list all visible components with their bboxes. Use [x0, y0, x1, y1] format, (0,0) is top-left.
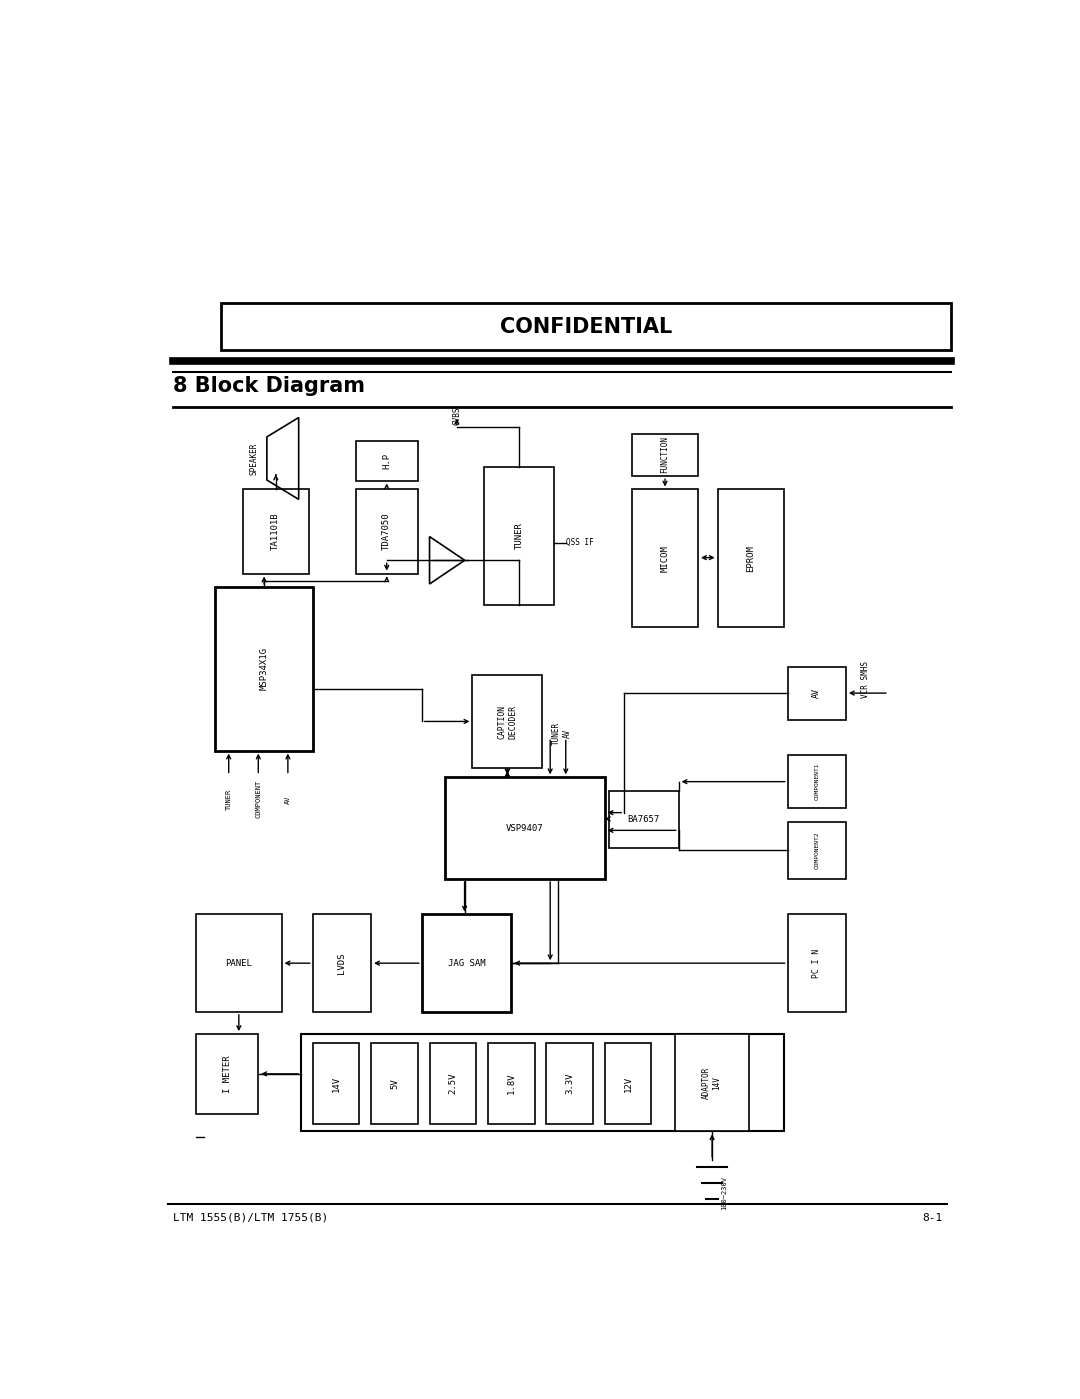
- FancyBboxPatch shape: [355, 441, 418, 481]
- FancyBboxPatch shape: [488, 1042, 535, 1125]
- Text: AV: AV: [285, 795, 291, 803]
- Text: 14V: 14V: [332, 1076, 340, 1091]
- Text: LVDS: LVDS: [337, 953, 347, 974]
- FancyBboxPatch shape: [355, 490, 418, 574]
- FancyBboxPatch shape: [313, 1042, 360, 1125]
- FancyBboxPatch shape: [313, 915, 372, 1011]
- Text: TA1101B: TA1101B: [271, 512, 281, 550]
- Text: MICOM: MICOM: [661, 544, 670, 572]
- Text: 3.3V: 3.3V: [565, 1073, 575, 1094]
- FancyBboxPatch shape: [787, 821, 846, 879]
- FancyBboxPatch shape: [221, 304, 951, 350]
- FancyBboxPatch shape: [243, 490, 309, 574]
- FancyBboxPatch shape: [605, 1042, 651, 1125]
- Text: VSP9407: VSP9407: [507, 824, 543, 832]
- Text: 2.5V: 2.5V: [448, 1073, 458, 1094]
- FancyBboxPatch shape: [717, 490, 784, 627]
- Text: 8-1: 8-1: [922, 1213, 943, 1223]
- Text: ADAPTOR
14V: ADAPTOR 14V: [702, 1066, 721, 1098]
- FancyBboxPatch shape: [216, 586, 313, 751]
- Text: QSS IF: QSS IF: [566, 539, 594, 547]
- Text: JAG SAM: JAG SAM: [448, 958, 485, 968]
- Text: VCR SMHS: VCR SMHS: [861, 662, 870, 698]
- Text: COMPONENT2: COMPONENT2: [814, 831, 820, 869]
- Text: AV: AV: [812, 688, 821, 698]
- Text: COMPONENT1: COMPONENT1: [814, 762, 820, 800]
- Text: TDA7050: TDA7050: [382, 512, 391, 550]
- Text: EPROM: EPROM: [746, 544, 755, 572]
- Text: LTM 1555(B)/LTM 1755(B): LTM 1555(B)/LTM 1755(B): [173, 1213, 328, 1223]
- FancyBboxPatch shape: [484, 467, 554, 604]
- Text: TUNER: TUNER: [226, 789, 232, 810]
- Text: CONFIDENTIAL: CONFIDENTIAL: [500, 318, 672, 337]
- Text: MSP34X1G: MSP34X1G: [259, 648, 269, 690]
- Text: FUNCTION: FUNCTION: [661, 436, 670, 473]
- FancyBboxPatch shape: [787, 666, 846, 719]
- FancyBboxPatch shape: [787, 915, 846, 1011]
- Text: H.P: H.P: [382, 453, 391, 469]
- FancyBboxPatch shape: [372, 1042, 418, 1125]
- FancyBboxPatch shape: [195, 915, 282, 1011]
- FancyBboxPatch shape: [632, 434, 698, 476]
- Text: COMPONENT: COMPONENT: [255, 781, 261, 818]
- Text: PC I N: PC I N: [812, 949, 821, 978]
- FancyBboxPatch shape: [195, 1034, 258, 1114]
- FancyBboxPatch shape: [546, 1042, 593, 1125]
- Text: 5V: 5V: [390, 1079, 399, 1088]
- Text: TUNER
AV: TUNER AV: [552, 722, 571, 744]
- FancyBboxPatch shape: [422, 915, 511, 1011]
- Text: CAPTION
DECODER: CAPTION DECODER: [498, 705, 517, 739]
- FancyBboxPatch shape: [445, 778, 605, 879]
- Text: 12V: 12V: [623, 1076, 633, 1091]
- Text: CVBS: CVBS: [453, 407, 461, 425]
- Text: 100~230V: 100~230V: [721, 1175, 728, 1210]
- Text: I METER: I METER: [222, 1055, 231, 1093]
- Text: BA7657: BA7657: [627, 814, 660, 824]
- FancyBboxPatch shape: [472, 676, 542, 768]
- FancyBboxPatch shape: [787, 755, 846, 809]
- Text: 1.8V: 1.8V: [507, 1073, 516, 1094]
- FancyBboxPatch shape: [430, 1042, 476, 1125]
- Text: SPEAKER: SPEAKER: [249, 442, 259, 474]
- Text: PANEL: PANEL: [226, 958, 253, 968]
- FancyBboxPatch shape: [675, 1034, 748, 1132]
- FancyBboxPatch shape: [632, 490, 698, 627]
- FancyBboxPatch shape: [608, 790, 678, 848]
- Text: TUNER: TUNER: [514, 522, 524, 550]
- FancyBboxPatch shape: [301, 1034, 784, 1132]
- Text: 8 Block Diagram: 8 Block Diagram: [173, 376, 365, 396]
